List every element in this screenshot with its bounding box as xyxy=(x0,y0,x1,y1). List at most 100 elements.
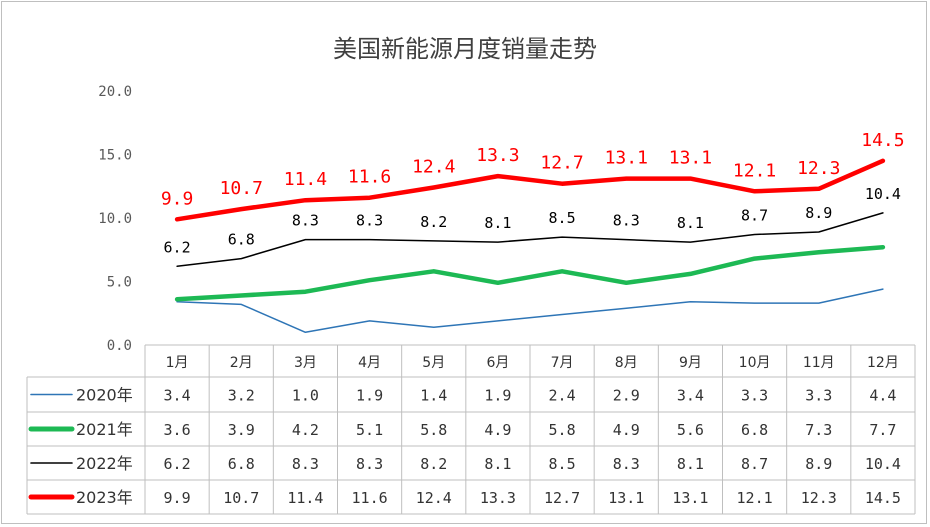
series-line-2021年 xyxy=(174,244,886,302)
table-cell: 3.3 xyxy=(805,387,832,405)
table-cell: 5.8 xyxy=(420,421,447,439)
chart-title: 美国新能源月度销量走势 xyxy=(333,35,597,63)
table-cell: 7.3 xyxy=(805,421,832,439)
data-labels: 6.2 6.8 8.3 8.3 8.2 8.1 8.5 8.3 8.1 8.7 8.9 10.4 9.9… xyxy=(161,130,905,256)
table-cell: 4.9 xyxy=(613,421,640,439)
data-label: 8.1 xyxy=(677,214,704,232)
data-label: 11.4 xyxy=(284,169,327,190)
y-tick-label: 0.0 xyxy=(107,338,132,354)
table-cell: 4.4 xyxy=(869,387,896,405)
x-category-label: 8月 xyxy=(615,355,638,371)
legend-label: 2022年 xyxy=(76,454,133,473)
table-cell: 3.6 xyxy=(164,421,191,439)
table-cell: 3.9 xyxy=(228,421,255,439)
table-cell: 8.1 xyxy=(484,455,511,473)
table-cell: 4.9 xyxy=(484,421,511,439)
table-cell: 8.2 xyxy=(420,455,447,473)
data-label: 8.5 xyxy=(549,209,576,227)
x-category-label: 9月 xyxy=(679,355,702,371)
series-line-2022年 xyxy=(176,212,884,268)
table-cell: 12.4 xyxy=(416,489,452,507)
data-label: 10.4 xyxy=(865,185,901,203)
table-cell: 7.7 xyxy=(869,421,896,439)
table-cell: 8.3 xyxy=(292,455,319,473)
table-cell: 8.7 xyxy=(741,455,768,473)
data-label: 12.4 xyxy=(412,157,455,178)
table-cell: 6.8 xyxy=(741,421,768,439)
y-axis: 0.0 5.0 10.0 15.0 20.0 xyxy=(98,84,132,354)
table-cell: 1.4 xyxy=(420,387,447,405)
x-category-label: 4月 xyxy=(358,355,381,371)
table-cell: 14.5 xyxy=(865,489,901,507)
data-label: 12.3 xyxy=(797,158,840,179)
data-table: 1月 2月 3月 4月 5月 6月 7月 8月 9月 10月 11月 12月 2020年 3.4 3.2 1.… xyxy=(26,344,916,515)
data-label: 6.8 xyxy=(228,231,255,249)
data-label: 14.5 xyxy=(861,130,904,151)
x-category-label: 3月 xyxy=(294,355,317,371)
data-label: 10.7 xyxy=(220,178,263,199)
table-cell: 12.3 xyxy=(801,489,837,507)
series-line-2020年 xyxy=(176,288,884,334)
data-label: 8.9 xyxy=(805,204,832,222)
table-cell: 10.7 xyxy=(223,489,259,507)
y-tick-label: 10.0 xyxy=(98,211,132,227)
table-cell: 9.9 xyxy=(164,489,191,507)
data-label: 8.3 xyxy=(356,212,383,230)
table-cell: 12.1 xyxy=(737,489,773,507)
table-cell: 1.9 xyxy=(484,387,511,405)
data-label: 13.3 xyxy=(476,145,519,166)
legend-label: 2021年 xyxy=(76,420,133,439)
table-cell: 11.6 xyxy=(352,489,388,507)
x-category-label: 5月 xyxy=(422,355,445,371)
table-cell: 8.9 xyxy=(805,455,832,473)
table-cell: 13.1 xyxy=(672,489,708,507)
table-cell: 4.2 xyxy=(292,421,319,439)
table-cell: 6.8 xyxy=(228,455,255,473)
y-tick-label: 5.0 xyxy=(107,275,132,291)
table-cell: 13.3 xyxy=(480,489,516,507)
table-cell: 3.3 xyxy=(741,387,768,405)
x-category-label: 6月 xyxy=(486,355,509,371)
x-category-label: 7月 xyxy=(551,355,574,371)
x-category-label: 1月 xyxy=(166,355,189,371)
data-label: 9.9 xyxy=(161,188,194,209)
table-cell: 2.4 xyxy=(549,387,576,405)
data-label: 11.6 xyxy=(348,167,391,188)
table-cell: 3.4 xyxy=(164,387,191,405)
data-label: 8.2 xyxy=(420,213,447,231)
x-category-label: 11月 xyxy=(803,355,835,371)
table-cell: 11.4 xyxy=(287,489,323,507)
table-cell: 1.9 xyxy=(356,387,383,405)
table-cell: 10.4 xyxy=(865,455,901,473)
table-cell: 3.2 xyxy=(228,387,255,405)
x-category-label: 10月 xyxy=(739,355,771,371)
legend-label: 2023年 xyxy=(76,488,133,507)
series-line-2023年 xyxy=(174,158,886,222)
data-label: 8.3 xyxy=(613,212,640,230)
data-label: 8.7 xyxy=(741,207,768,225)
table-cell: 8.3 xyxy=(613,455,640,473)
data-label: 12.1 xyxy=(733,160,776,181)
table-cell: 1.0 xyxy=(292,387,319,405)
table-cell: 8.3 xyxy=(356,455,383,473)
data-label: 13.1 xyxy=(605,148,648,169)
table-cell: 5.6 xyxy=(677,421,704,439)
table-cell: 8.1 xyxy=(677,455,704,473)
table-cell: 12.7 xyxy=(544,489,580,507)
y-tick-label: 20.0 xyxy=(98,84,132,100)
data-label: 8.3 xyxy=(292,212,319,230)
table-cell: 8.5 xyxy=(549,455,576,473)
data-label: 8.1 xyxy=(484,214,511,232)
data-label: 13.1 xyxy=(669,148,712,169)
table-cell: 5.8 xyxy=(549,421,576,439)
table-cell: 13.1 xyxy=(608,489,644,507)
data-label: 12.7 xyxy=(540,153,583,174)
table-cell: 6.2 xyxy=(164,455,191,473)
series-lines xyxy=(174,158,886,334)
table-cell: 2.9 xyxy=(613,387,640,405)
x-category-label: 12月 xyxy=(867,355,899,371)
data-label: 6.2 xyxy=(164,238,191,256)
table-cell: 3.4 xyxy=(677,387,704,405)
